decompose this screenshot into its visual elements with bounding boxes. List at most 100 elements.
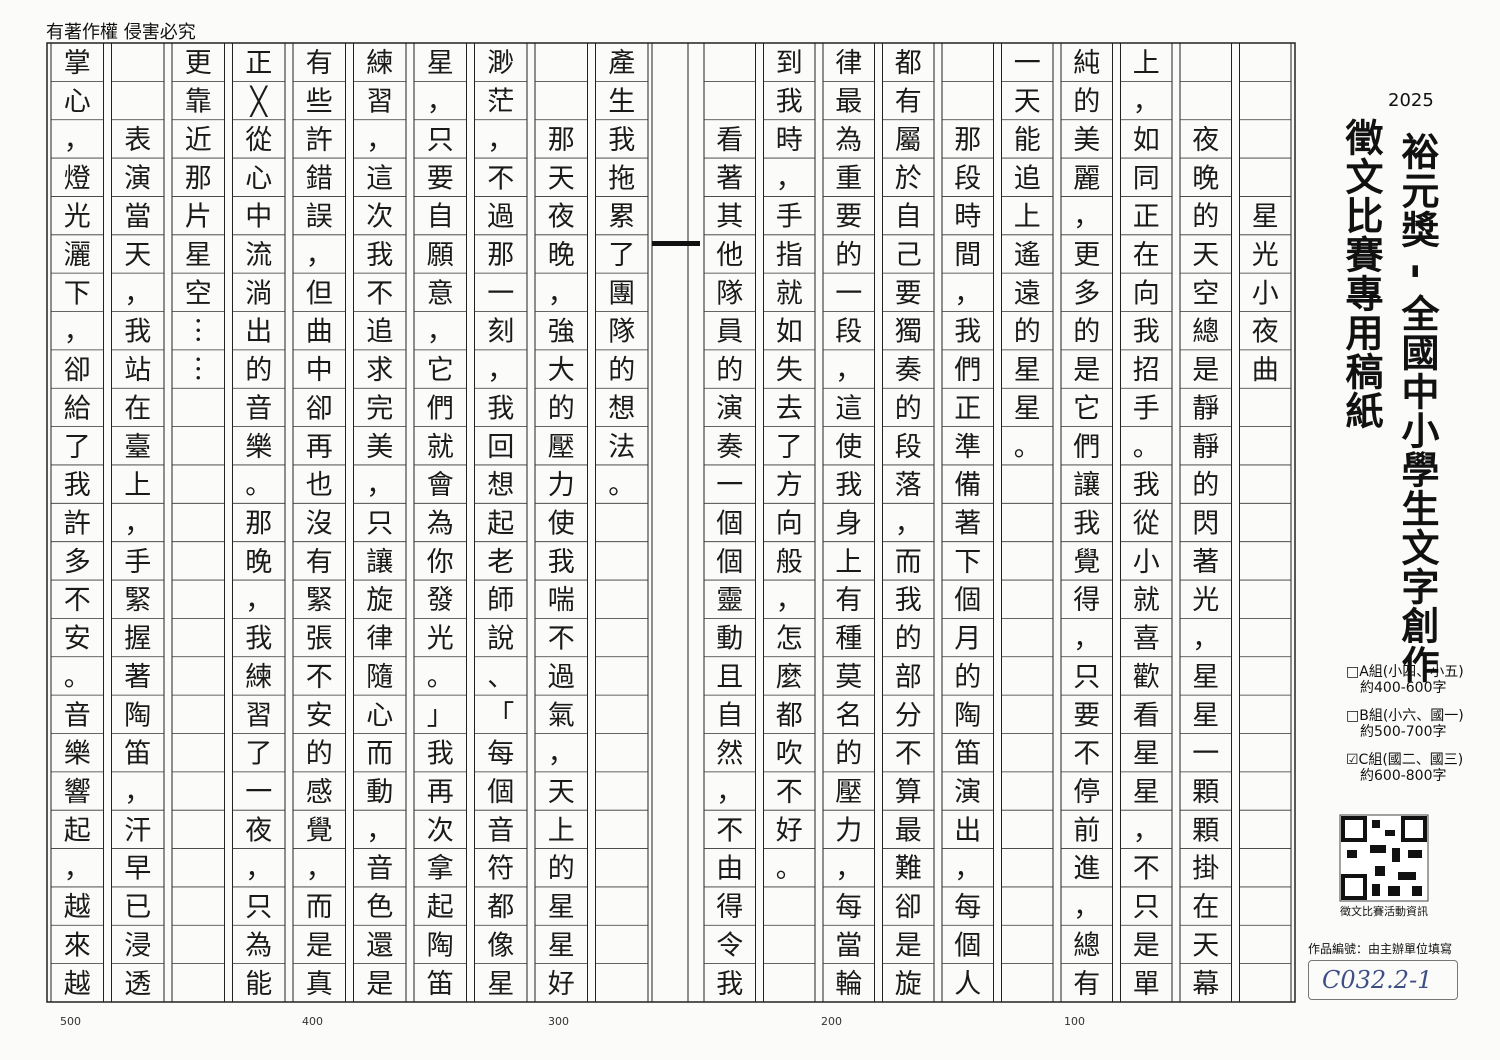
essay-char: 們 [954, 355, 981, 386]
essay-char: 靜 [1192, 432, 1219, 463]
essay-char: 向 [1133, 278, 1160, 309]
essay-char: 的 [895, 393, 922, 424]
essay-char: 一 [1192, 739, 1219, 770]
essay-char: ， [548, 278, 575, 309]
grid-border [46, 42, 1296, 1003]
essay-char: 生 [608, 87, 635, 118]
essay-char: ， [366, 125, 393, 156]
essay-char: 過 [487, 202, 514, 233]
essay-char: 好 [776, 815, 803, 846]
essay-char: 有 [306, 547, 333, 578]
essay-char: 只 [427, 125, 454, 156]
essay-char: 演 [124, 163, 151, 194]
group-option: ☑C組(國二、國三) 約600-800字 [1346, 752, 1463, 784]
essay-char: 最 [895, 815, 922, 846]
qr-module [1372, 884, 1380, 896]
essay-char: 的 [1073, 317, 1100, 348]
essay-char: 當 [124, 202, 151, 233]
essay-char: 星 [487, 969, 514, 1000]
essay-char: 在 [124, 393, 151, 424]
essay-char: 就 [1133, 585, 1160, 616]
essay-char: 的 [245, 355, 272, 386]
essay-char: 許 [306, 125, 333, 156]
essay-char: ， [124, 278, 151, 309]
qr-module [1385, 830, 1395, 836]
essay-char: 莫 [835, 662, 862, 693]
essay-char: 不 [895, 739, 922, 770]
essay-char: 。 [1014, 432, 1041, 463]
essay-char: 握 [124, 624, 151, 655]
essay-char: 遙 [1014, 240, 1041, 271]
essay-char: 都 [487, 892, 514, 923]
essay-char: 如 [776, 317, 803, 348]
essay-char: 我 [835, 470, 862, 501]
essay-char: 是 [306, 930, 333, 961]
essay-char: 晚 [245, 547, 272, 578]
essay-char: 身 [835, 509, 862, 540]
essay-char: 空 [1192, 278, 1219, 309]
essay-char: 掌 [64, 48, 91, 79]
essay-char: 使 [548, 509, 575, 540]
essay-char: 落 [895, 470, 922, 501]
essay-char: 法 [608, 432, 635, 463]
essay-char: 的 [895, 624, 922, 655]
id-box [1308, 960, 1458, 1000]
essay-char: 能 [245, 969, 272, 1000]
essay-char: 正 [245, 48, 272, 79]
essay-char: 前 [1073, 815, 1100, 846]
essay-char: 而 [306, 892, 333, 923]
essay-char: 緊 [306, 585, 333, 616]
essay-char: 的 [835, 739, 862, 770]
essay-char: ， [64, 854, 91, 885]
qr-module [1347, 850, 1357, 858]
essay-char: 我 [776, 87, 803, 118]
essay-char: 更 [1073, 240, 1100, 271]
essay-char: 重 [835, 163, 862, 194]
essay-char: 純 [1073, 48, 1100, 79]
essay-char: 為 [835, 125, 862, 156]
essay-char: 的 [1192, 470, 1219, 501]
essay-char: 追 [366, 317, 393, 348]
qr-module [1388, 886, 1400, 896]
essay-char: 為 [427, 509, 454, 540]
essay-char: 這 [366, 163, 393, 194]
essay-char: ， [366, 470, 393, 501]
qr-finder [1341, 874, 1367, 900]
essay-char: 個 [716, 547, 743, 578]
essay-char: 種 [835, 624, 862, 655]
copyright-notice: 有著作權 侵害必究 [46, 22, 196, 43]
essay-char: 上 [835, 547, 862, 578]
essay-char: 我 [1073, 509, 1100, 540]
essay-char: 氣 [548, 700, 575, 731]
essay-char: 光 [427, 624, 454, 655]
center-mark [652, 241, 700, 246]
essay-char: 個 [716, 509, 743, 540]
essay-char: 如 [1133, 125, 1160, 156]
essay-char: 笛 [954, 739, 981, 770]
essay-char: 員 [716, 317, 743, 348]
essay-char: 光 [64, 202, 91, 233]
essay-char: 再 [427, 777, 454, 808]
essay-char: 的 [716, 355, 743, 386]
essay-char: 了 [608, 240, 635, 271]
essay-char: 像 [487, 930, 514, 961]
essay-char: 好 [548, 969, 575, 1000]
qr-module [1408, 850, 1422, 858]
essay-char: 星 [548, 930, 575, 961]
essay-char: 遠 [1014, 278, 1041, 309]
essay-char: 我 [954, 317, 981, 348]
essay-char: 真 [306, 969, 333, 1000]
essay-char: ， [776, 585, 803, 616]
essay-char: 星 [548, 892, 575, 923]
essay-char: 出 [245, 317, 272, 348]
essay-char: 進 [1073, 854, 1100, 885]
essay-char: ， [64, 317, 91, 348]
essay-char: 卻 [895, 892, 922, 923]
essay-char: 。 [776, 854, 803, 885]
essay-char: 那 [185, 163, 212, 194]
essay-char: 是 [1192, 355, 1219, 386]
essay-char: 了 [245, 739, 272, 770]
essay-char: 在 [1133, 240, 1160, 271]
essay-char: 有 [895, 87, 922, 118]
essay-char: 陶 [427, 930, 454, 961]
